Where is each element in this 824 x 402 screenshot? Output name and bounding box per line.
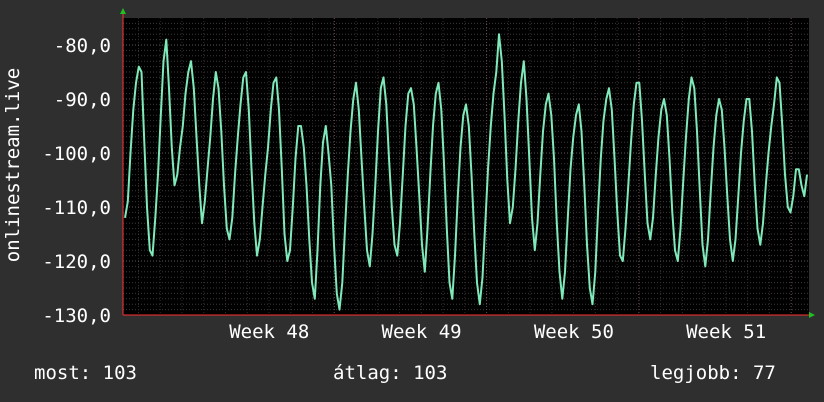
y-tick-label: -110,0	[42, 197, 111, 219]
plot-area	[123, 18, 809, 315]
current-label: most:	[34, 362, 92, 384]
x-tick-label: Week 50	[534, 321, 614, 343]
x-axis-arrow-icon	[809, 312, 815, 318]
y-axis-arrow-icon	[120, 8, 126, 14]
series-layer	[124, 33, 808, 311]
x-tick-label: Week 51	[686, 321, 766, 343]
series-line	[124, 33, 808, 311]
y-tick-label: -120,0	[42, 251, 111, 273]
minor-gridlines	[123, 18, 809, 315]
y-tick-label: -130,0	[42, 305, 111, 327]
best-value: legjobb: 77	[650, 362, 776, 384]
best-number: 77	[752, 362, 776, 384]
average-number: 103	[413, 362, 448, 384]
current-number: 103	[102, 362, 137, 384]
x-tick-label: Week 49	[382, 321, 462, 343]
y-axis-ticks: -80,0 -90,0 -100,0 -110,0 -120,0 -130,0	[42, 35, 111, 327]
y-tick-label: -80,0	[54, 35, 111, 57]
y-tick-label: -100,0	[42, 143, 111, 165]
axes	[120, 8, 815, 318]
x-axis-ticks: Week 48 Week 49 Week 50 Week 51	[229, 321, 766, 343]
best-label: legjobb:	[650, 362, 742, 384]
average-label: átlag:	[333, 362, 402, 384]
y-axis-label: onlinestream.live	[2, 68, 24, 262]
y-tick-label: -90,0	[54, 89, 111, 111]
average-value: átlag: 103	[333, 362, 447, 384]
x-tick-label: Week 48	[229, 321, 309, 343]
current-value: most: 103	[34, 362, 137, 384]
